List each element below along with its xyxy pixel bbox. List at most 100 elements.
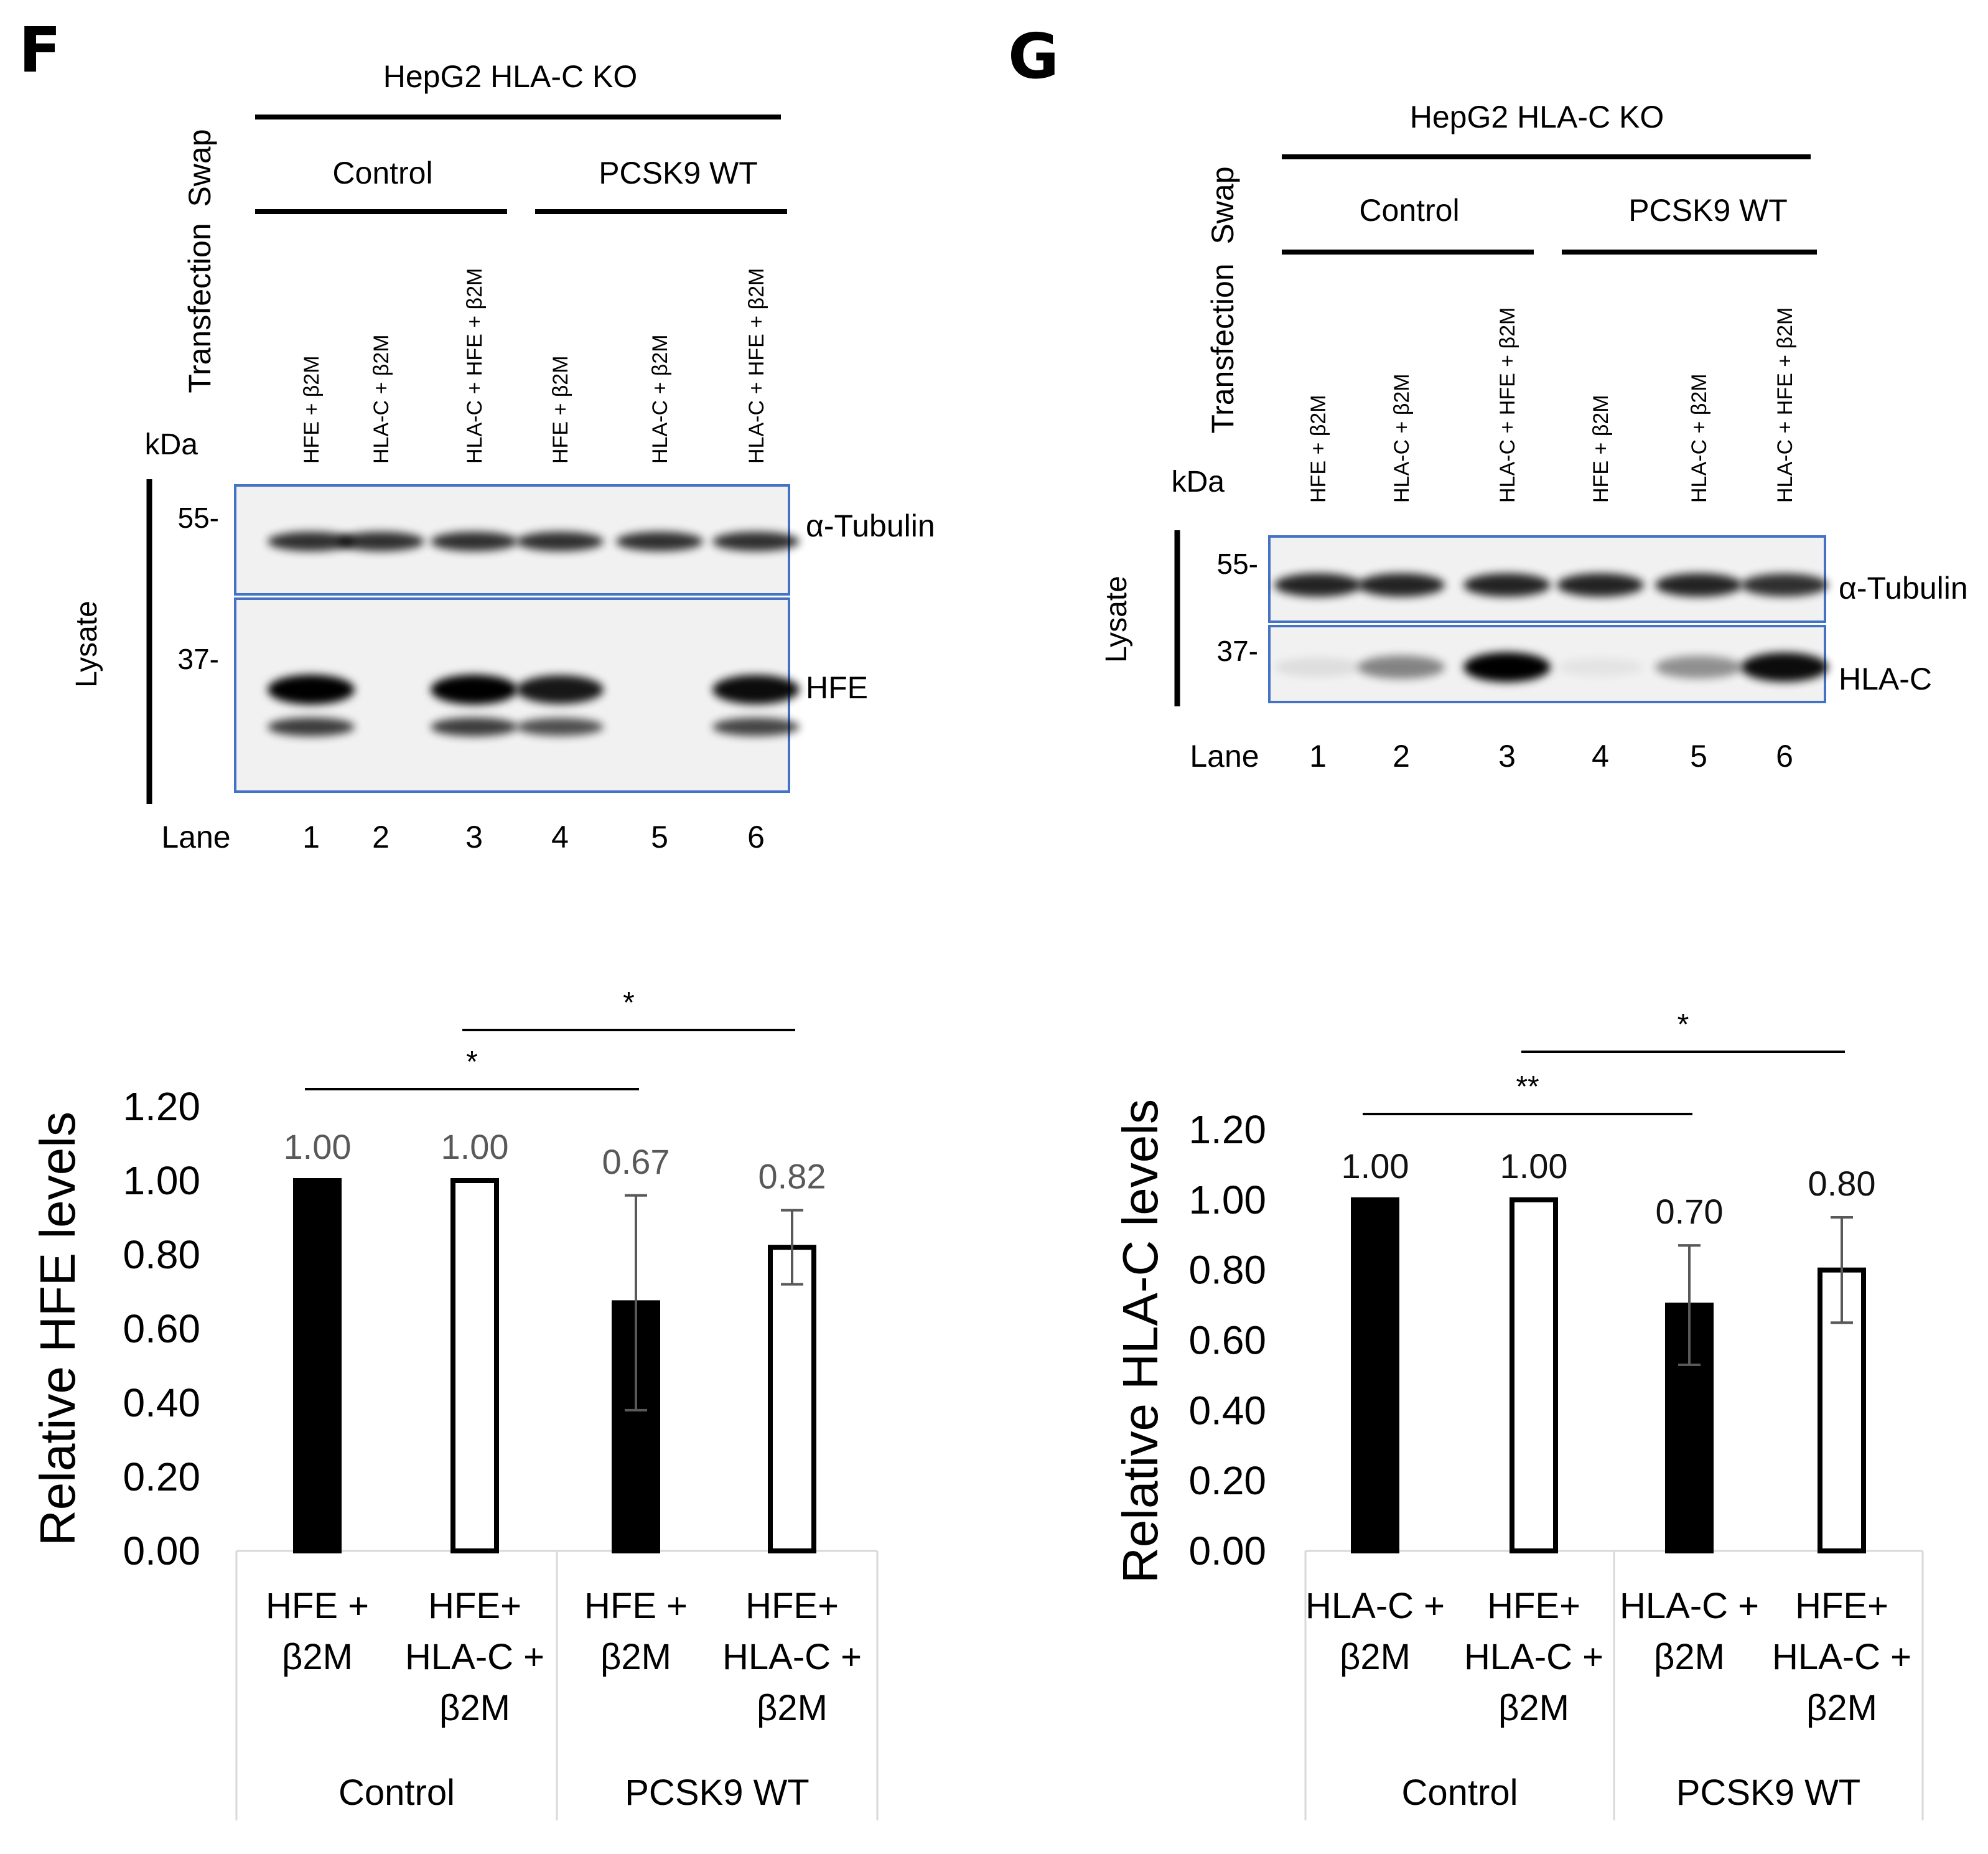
blot-band (1274, 657, 1361, 677)
data-label: 1.00 (1342, 1146, 1409, 1186)
category-label: β2M (757, 1688, 828, 1728)
data-label: 1.00 (1500, 1146, 1568, 1186)
y-axis-label: Relative HLA-C levels (1113, 1099, 1168, 1583)
y-tick-label: 0.20 (1188, 1458, 1266, 1503)
blot-band (1655, 573, 1742, 597)
significance-label: * (466, 1046, 478, 1079)
category-label: β2M (1654, 1637, 1725, 1677)
blot-band (1557, 658, 1644, 677)
category-label: HLA-C + (1620, 1586, 1759, 1626)
blot-band (516, 531, 604, 551)
data-label: 1.00 (441, 1127, 509, 1166)
blot-band (1463, 573, 1551, 597)
blot-band (712, 675, 800, 705)
category-label: β2M (439, 1688, 510, 1728)
category-label: HFE+ (1487, 1586, 1580, 1626)
category-label: β2M (600, 1637, 671, 1677)
bar (1510, 1197, 1558, 1554)
blot-band (268, 718, 355, 736)
bar (450, 1178, 499, 1553)
lane-transfection-label: HFE + β2M (300, 355, 324, 464)
panel-letter: G (1008, 20, 1059, 93)
lane-transfection-label: HLA-C + HFE + β2M (745, 268, 768, 464)
swap-label: Swap (182, 129, 217, 207)
data-label: 0.67 (602, 1142, 670, 1181)
lane-transfection-label: HLA-C + β2M (370, 334, 393, 464)
category-label: HLA-C + (1772, 1637, 1911, 1677)
lane-number: 5 (651, 820, 668, 854)
blot-band (616, 531, 703, 551)
lane-transfection-label: HFE + β2M (549, 355, 572, 464)
data-label: 0.70 (1656, 1192, 1724, 1231)
blot-band (516, 675, 604, 705)
category-label: HFE + (266, 1586, 369, 1626)
category-label: HLA-C + (405, 1637, 544, 1677)
data-label: 0.80 (1808, 1164, 1876, 1203)
category-label: HLA-C + (1305, 1586, 1445, 1626)
blot-band (1358, 573, 1445, 597)
protein-label: α-Tubulin (806, 508, 935, 543)
y-tick-label: 0.20 (123, 1454, 200, 1499)
lysate-label: Lysate (1100, 576, 1133, 663)
swap-label: Swap (1205, 166, 1240, 244)
category-label: HFE + (584, 1586, 688, 1626)
significance-label: ** (1516, 1070, 1539, 1103)
y-tick-label: 0.80 (1188, 1248, 1266, 1293)
bar (768, 1245, 816, 1553)
y-tick-label: 0.60 (1188, 1318, 1266, 1363)
group-label: PCSK9 WT (625, 1772, 810, 1813)
y-tick-label: 0.00 (1188, 1529, 1266, 1573)
protein-label: HFE (806, 670, 868, 705)
bar (293, 1178, 342, 1553)
lane-transfection-label: HFE + β2M (1307, 395, 1330, 503)
y-tick-label: 0.80 (123, 1232, 200, 1277)
y-tick-label: 0.60 (123, 1306, 200, 1351)
lane-transfection-label: HFE + β2M (1589, 395, 1613, 503)
category-label: HFE+ (428, 1586, 521, 1626)
category-label: HLA-C + (1464, 1637, 1603, 1677)
bar-chart-2: Relative HLA-C levels 0.00 0.20 0.40 0.60 0.8… (1113, 1008, 1924, 1820)
lane-label: Lane (1190, 739, 1259, 774)
y-tick-label: 0.40 (1188, 1388, 1266, 1433)
lysate-label: Lysate (70, 601, 103, 688)
category-label: β2M (282, 1637, 353, 1677)
lane-transfection-label: HLA-C + β2M (1390, 373, 1414, 503)
molecular-weight-marker: 37- (178, 643, 219, 675)
blot-band (431, 675, 518, 705)
lane-transfection-label: HLA-C + HFE + β2M (1496, 307, 1519, 503)
transfection-label: Transfection (182, 223, 217, 393)
group-label: Control (332, 156, 432, 190)
blot-band (1463, 652, 1551, 682)
blot-band (1741, 652, 1828, 682)
blot-band (1655, 655, 1742, 679)
lane-number: 5 (1690, 739, 1707, 774)
y-tick-label: 1.00 (123, 1158, 200, 1203)
group-label: PCSK9 WT (1676, 1772, 1861, 1813)
blot-panel-f: F HepG2 HLA-C KO Control PCSK9 WT Swap Transf… (19, 14, 935, 854)
molecular-weight-marker: 55- (178, 502, 219, 534)
molecular-weight-marker: 55- (1217, 548, 1258, 580)
blot-band (1274, 573, 1361, 597)
data-label: 1.00 (284, 1127, 352, 1166)
blot-band (268, 675, 355, 705)
blot-band (268, 531, 355, 551)
category-label: HLA-C + (722, 1637, 862, 1677)
group-label: PCSK9 WT (599, 156, 758, 190)
transfection-label: Transfection (1205, 263, 1240, 433)
y-tick-label: 0.40 (123, 1380, 200, 1425)
category-label: β2M (1806, 1688, 1877, 1728)
category-label: β2M (1498, 1688, 1569, 1728)
lane-number: 6 (1776, 739, 1793, 774)
blot-band (1557, 573, 1644, 597)
lane-transfection-label: HLA-C + β2M (648, 334, 672, 464)
significance-label: * (623, 986, 635, 1019)
lane-number: 1 (302, 820, 320, 854)
lane-transfection-label: HLA-C + HFE + β2M (1773, 307, 1797, 503)
blot-band (431, 531, 518, 551)
y-axis-label: Relative HFE levels (30, 1112, 85, 1546)
group-label: Control (1359, 193, 1459, 228)
group-label: Control (1402, 1772, 1518, 1813)
cell-line-label: HepG2 HLA-C KO (1410, 100, 1664, 134)
y-tick-label: 1.00 (1188, 1177, 1266, 1222)
